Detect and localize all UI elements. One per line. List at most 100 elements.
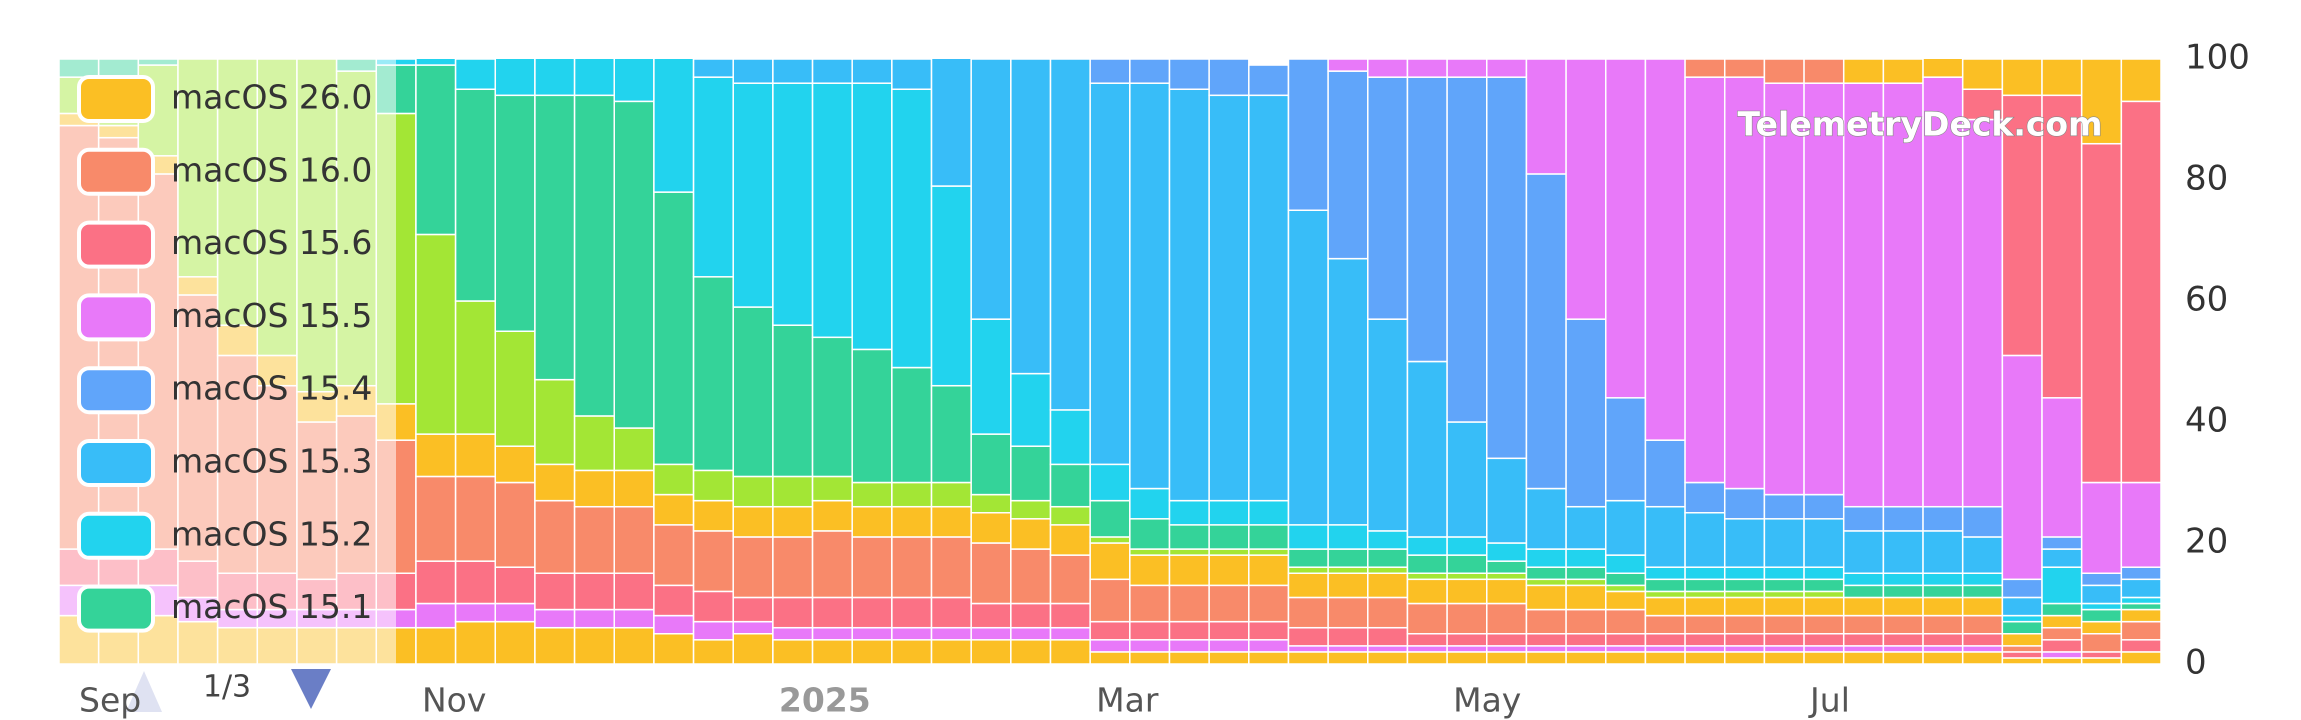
legend-next[interactable] <box>291 669 331 709</box>
bar-segment <box>1605 590 1647 611</box>
bar-segment <box>1803 518 1845 568</box>
bar-segment <box>494 481 536 568</box>
bar-segment <box>1010 59 1052 375</box>
bar-segment <box>2080 142 2123 484</box>
legend-swatch <box>77 75 155 123</box>
bar-segment <box>1248 64 1290 97</box>
bar-segment <box>1565 318 1607 508</box>
bar-segment <box>732 475 774 508</box>
legend-swatch <box>77 220 155 269</box>
bar-segment <box>1168 499 1210 526</box>
bar-segment <box>1049 554 1091 605</box>
bar-segment <box>1486 645 1528 653</box>
bar-segment <box>1486 560 1528 575</box>
bar-segment <box>1327 524 1369 550</box>
bar-segment <box>1089 578 1131 623</box>
bar-segment <box>1803 493 1845 520</box>
bar-segment <box>1525 59 1567 175</box>
bar-segment <box>2001 614 2043 623</box>
bar-segment <box>1367 596 1409 629</box>
bar-segment <box>1406 360 1448 538</box>
bar-segment <box>811 626 853 641</box>
bar-segment <box>1922 645 1964 653</box>
legend-label: macOS 16.0 <box>171 150 372 189</box>
bar-segment <box>415 433 457 478</box>
bar-segment <box>1842 584 1885 599</box>
bar-segment <box>732 633 774 664</box>
bar-segment <box>1406 572 1448 581</box>
bar-segment <box>1525 584 1567 611</box>
bar-segment <box>891 626 933 641</box>
bar-segment <box>1367 76 1409 320</box>
bar-segment <box>1961 536 2004 575</box>
bar-segment <box>1089 59 1131 84</box>
bar-segment <box>1723 651 1766 664</box>
bar-segment <box>1803 596 1845 617</box>
bar-segment <box>1922 584 1964 599</box>
bar-segment <box>1525 487 1567 550</box>
bar-segment <box>1287 645 1329 653</box>
bar-segment <box>930 384 972 484</box>
bar-segment <box>653 584 695 617</box>
bar-segment <box>970 493 1012 514</box>
bar-segment <box>1248 554 1290 587</box>
bar-segment <box>1089 620 1131 641</box>
bar-segment <box>1961 645 2004 653</box>
bar-segment <box>1367 566 1409 575</box>
legend-swatch <box>77 584 155 633</box>
bar-segment <box>1684 566 1726 581</box>
bar-segment <box>415 475 457 562</box>
bar-segment <box>1644 578 1686 593</box>
y-tick-label: 20 <box>2185 522 2228 562</box>
bar-segment <box>772 475 814 508</box>
bar-segment <box>1168 59 1210 90</box>
bar-segment <box>1922 59 1964 78</box>
bar-segment <box>613 427 655 472</box>
legend-prev[interactable] <box>126 671 162 712</box>
bar-segment <box>1010 518 1052 550</box>
bar-segment <box>1684 481 1726 514</box>
bar-segment <box>653 191 695 466</box>
bar-segment <box>2120 100 2161 484</box>
bar-segment <box>1644 505 1686 568</box>
bar-segment <box>772 639 814 664</box>
bar-segment <box>930 596 972 629</box>
bar-segment <box>1049 639 1091 664</box>
bar-segment <box>1208 524 1250 550</box>
bar-segment <box>1882 530 1924 575</box>
x-tick-label: Nov <box>422 681 486 720</box>
bar-segment <box>1684 59 1726 78</box>
bar-segment <box>1961 651 2004 664</box>
bar-segment <box>1525 548 1567 568</box>
bar-segment <box>2041 602 2083 617</box>
bar-segment <box>891 505 933 538</box>
bar-segment <box>1723 487 1766 520</box>
bar-segment <box>1684 645 1726 653</box>
bar-segment <box>1763 645 1805 653</box>
bar-segment <box>970 59 1012 320</box>
bar-segment <box>930 481 972 508</box>
bar-segment <box>1803 651 1845 664</box>
bar-segment <box>1842 530 1885 575</box>
bar-segment <box>1842 596 1885 617</box>
bar-segment <box>1049 524 1091 556</box>
bar-segment <box>1208 499 1250 526</box>
bar-segment <box>1882 645 1924 653</box>
bar-segment <box>1803 59 1845 84</box>
bar-segment <box>1565 505 1607 550</box>
bar-segment <box>2041 397 2083 538</box>
bar-segment <box>851 82 893 351</box>
bar-segment <box>1248 584 1290 623</box>
bar-segment <box>1842 82 1885 508</box>
bar-segment <box>732 306 774 478</box>
bar-segment <box>2001 354 2043 581</box>
bar-segment <box>1882 596 1924 617</box>
bar-segment <box>2080 608 2123 623</box>
bar-segment <box>1168 639 1210 653</box>
bar-segment <box>1644 645 1686 653</box>
bar-segment <box>1723 614 1766 635</box>
bar-segment <box>1684 512 1726 568</box>
bar-segment <box>851 348 893 484</box>
bar-segment <box>1446 602 1488 635</box>
bar-segment <box>1129 651 1171 664</box>
